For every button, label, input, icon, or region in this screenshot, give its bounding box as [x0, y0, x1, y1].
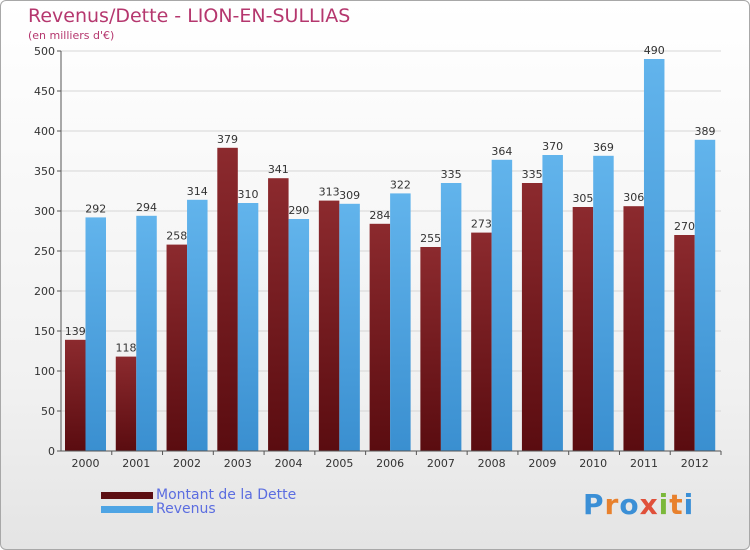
data-label-dette: 258: [166, 230, 187, 243]
bar-revenus-2008: [491, 159, 513, 452]
data-label-dette: 270: [674, 220, 695, 233]
bar-revenus-2005: [339, 203, 360, 451]
bar-revenus-2007: [440, 183, 462, 451]
bar-dette-2005: [318, 200, 340, 451]
x-tick-label: 2007: [427, 457, 455, 470]
bar-revenus-2006: [390, 193, 411, 451]
bar-dette-2011: [623, 206, 644, 451]
chart-title: Revenus/Dette - LION-EN-SULLIAS: [28, 5, 351, 27]
data-label-revenus: 490: [644, 44, 665, 57]
x-tick-label: 2006: [376, 457, 404, 470]
data-label-dette: 139: [65, 325, 86, 338]
data-label-revenus: 370: [542, 140, 563, 153]
data-label-dette: 305: [572, 192, 593, 205]
legend-label-revenus: Revenus: [156, 501, 216, 517]
bar-dette-2010: [572, 207, 594, 451]
y-tick-label: 200: [34, 285, 55, 298]
y-tick-label: 50: [41, 405, 55, 418]
legend: Montant de la Dette Revenus: [101, 488, 296, 516]
data-label-dette: 255: [420, 232, 441, 245]
bar-dette-2012: [674, 235, 695, 451]
bar-revenus-2004: [288, 219, 310, 451]
data-label-revenus: 369: [593, 141, 614, 154]
legend-item-revenus: Revenus: [101, 502, 296, 516]
bar-dette-2002: [166, 244, 188, 451]
bar-dette-2000: [65, 339, 86, 451]
x-tick-label: 2011: [630, 457, 658, 470]
bar-revenus-2001: [136, 215, 157, 451]
data-label-revenus: 364: [491, 145, 512, 158]
data-label-dette: 313: [319, 186, 340, 199]
data-label-dette: 341: [268, 163, 289, 176]
legend-item-dette: Montant de la Dette: [101, 488, 296, 502]
y-tick-label: 250: [34, 245, 55, 258]
data-label-revenus: 389: [694, 125, 715, 138]
bar-dette-2009: [521, 183, 543, 451]
x-tick-label: 2008: [478, 457, 506, 470]
data-label-revenus: 290: [288, 204, 309, 217]
bar-revenus-2011: [643, 59, 665, 451]
data-label-dette: 379: [217, 133, 238, 146]
x-tick-label: 2003: [224, 457, 252, 470]
x-tick-label: 2000: [72, 457, 100, 470]
y-tick-label: 0: [48, 445, 55, 458]
x-tick-label: 2004: [275, 457, 303, 470]
data-label-revenus: 310: [238, 188, 259, 201]
y-tick-label: 300: [34, 205, 55, 218]
x-tick-label: 2009: [528, 457, 556, 470]
data-label-revenus: 294: [136, 201, 157, 214]
bar-dette-2004: [268, 178, 289, 451]
data-label-dette: 335: [522, 168, 543, 181]
y-tick-label: 400: [34, 125, 55, 138]
data-label-dette: 118: [116, 342, 137, 355]
proxiti-logo: Proxiti: [583, 488, 695, 521]
data-label-revenus: 309: [339, 189, 360, 202]
bar-revenus-2002: [187, 199, 208, 451]
legend-swatch-revenus: [101, 505, 153, 513]
x-tick-label: 2005: [325, 457, 353, 470]
bar-dette-2001: [115, 356, 137, 451]
bar-revenus-2000: [85, 217, 106, 451]
bars: 139 292 118 294 258 314 379 310 341 290 313 309 284 3…: [65, 44, 716, 452]
x-tick-label: 2002: [173, 457, 201, 470]
axes: 0 50 100 150 200 250 300 350 400 450 500 2000 2001 20…: [34, 45, 722, 470]
bar-dette-2006: [369, 223, 391, 451]
x-tick-label: 2010: [579, 457, 607, 470]
legend-label-dette: Montant de la Dette: [156, 487, 297, 503]
data-label-revenus: 335: [441, 168, 462, 181]
bar-revenus-2012: [694, 139, 716, 452]
bar-dette-2007: [420, 247, 441, 451]
y-tick-label: 150: [34, 325, 55, 338]
bar-revenus-2003: [237, 203, 259, 451]
bar-revenus-2010: [593, 155, 614, 452]
y-tick-label: 450: [34, 85, 55, 98]
data-label-revenus: 314: [187, 185, 208, 198]
x-tick-label: 2001: [122, 457, 150, 470]
y-tick-label: 100: [34, 365, 55, 378]
bar-revenus-2009: [542, 155, 563, 451]
data-label-revenus: 292: [85, 202, 106, 215]
y-tick-label: 350: [34, 165, 55, 178]
data-label-dette: 284: [369, 209, 390, 222]
data-label-dette: 306: [623, 191, 644, 204]
legend-swatch-dette: [101, 491, 153, 499]
y-tick-label: 500: [34, 45, 55, 58]
data-label-dette: 273: [471, 218, 492, 231]
bar-dette-2003: [217, 147, 238, 452]
data-label-revenus: 322: [390, 178, 411, 191]
chart-subtitle: (en milliers d'€): [28, 29, 115, 42]
x-tick-label: 2012: [681, 457, 709, 470]
bar-dette-2008: [471, 232, 492, 451]
